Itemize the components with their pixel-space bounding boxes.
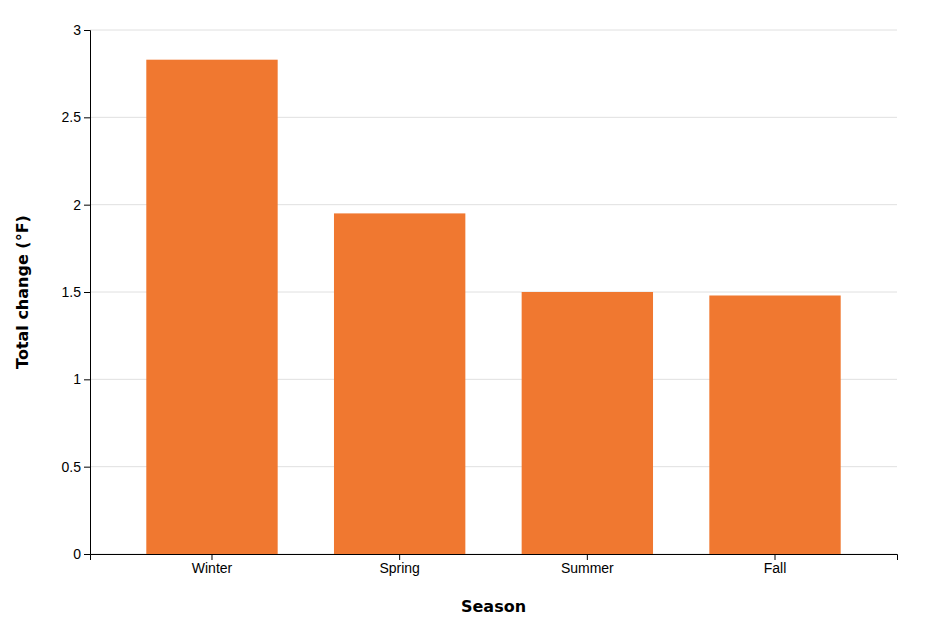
y-tick-mark xyxy=(84,554,90,555)
y-tick-mark xyxy=(84,292,90,293)
y-tick-mark xyxy=(84,467,90,468)
y-tick: 2 xyxy=(73,197,90,213)
grid-line xyxy=(90,30,897,31)
y-axis-line xyxy=(84,31,91,555)
y-axis: 0 0.5 1 1.5 2 2.5 3 xyxy=(62,22,91,562)
x-tick: Summer xyxy=(561,554,614,576)
plot: 0 0.5 1 1.5 2 2.5 3 Winter Spring Summer Fall xyxy=(62,22,898,576)
y-tick-label: 1 xyxy=(73,371,81,387)
x-axis-title: Season xyxy=(461,597,526,616)
y-axis-title: Total change (°F) xyxy=(13,215,32,369)
x-tick: Winter xyxy=(192,554,233,576)
y-tick-mark xyxy=(84,379,90,380)
y-tick-label: 3 xyxy=(73,22,81,38)
y-tick: 3 xyxy=(73,22,90,38)
y-tick-mark xyxy=(84,117,90,118)
x-tick-label: Summer xyxy=(561,560,614,576)
y-tick-mark xyxy=(84,30,90,31)
x-tick: Fall xyxy=(764,554,787,576)
y-tick: 0.5 xyxy=(62,459,90,475)
x-tick-label: Fall xyxy=(764,560,787,576)
y-tick-label: 0.5 xyxy=(62,459,82,475)
y-tick-mark xyxy=(84,205,90,206)
x-tick-label: Winter xyxy=(192,560,233,576)
bar xyxy=(522,292,653,554)
y-tick-label: 2.5 xyxy=(62,109,82,125)
y-tick: 1 xyxy=(73,371,90,387)
grid xyxy=(90,30,897,554)
y-tick-label: 0 xyxy=(73,546,81,562)
bar xyxy=(334,213,465,554)
y-tick: 1.5 xyxy=(62,284,90,300)
x-axis: Winter Spring Summer Fall xyxy=(91,554,898,576)
bar xyxy=(146,60,277,554)
bar xyxy=(709,295,840,554)
y-tick: 2.5 xyxy=(62,109,90,125)
bars xyxy=(146,60,840,554)
y-tick: 0 xyxy=(73,546,90,562)
y-tick-label: 1.5 xyxy=(62,284,82,300)
y-tick-label: 2 xyxy=(73,197,81,213)
x-tick-label: Spring xyxy=(379,560,419,576)
x-tick: Spring xyxy=(379,554,419,576)
chart: 0 0.5 1 1.5 2 2.5 3 Winter Spring Summer Fall Seaso… xyxy=(0,0,927,634)
